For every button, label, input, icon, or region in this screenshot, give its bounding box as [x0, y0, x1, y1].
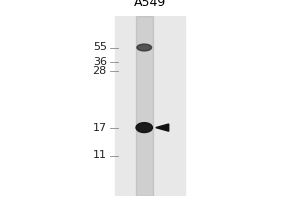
Ellipse shape [137, 44, 152, 51]
Text: 36: 36 [93, 57, 107, 67]
Bar [116, 16, 184, 196]
Text: A549: A549 [134, 0, 166, 9]
Bar [136, 16, 153, 196]
Text: 11: 11 [93, 150, 107, 160]
Text: 55: 55 [93, 43, 107, 52]
Ellipse shape [136, 123, 152, 133]
Polygon shape [156, 124, 169, 131]
Text: 28: 28 [92, 66, 107, 76]
Text: 17: 17 [93, 123, 107, 133]
